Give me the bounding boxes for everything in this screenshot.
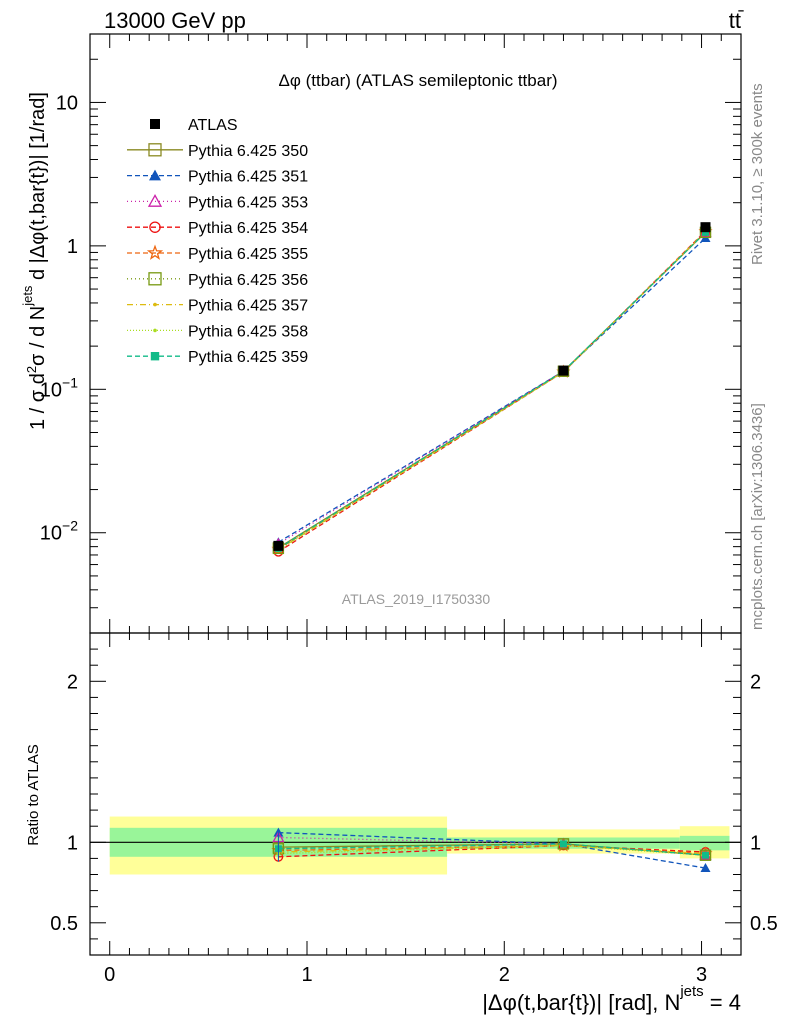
- ratio-y-tick-label-right: 1: [750, 832, 761, 854]
- y-axis-label: 1 / σ d2σ / d Njets d |Δφ(t,bar{t})| [1/…: [20, 92, 49, 430]
- process-label: tt: [729, 8, 741, 33]
- legend-label-3: Pythia 6.425 353: [188, 194, 308, 211]
- ratio-line-8: [278, 843, 706, 856]
- data-point-0: [273, 540, 284, 551]
- y-tick-label: 10: [56, 92, 78, 114]
- rivet-label: Rivet 3.1.10, ≥ 300k events: [749, 83, 766, 265]
- y-tick-label: 10−2: [40, 518, 78, 545]
- y-tick-label: 10−1: [40, 374, 78, 401]
- legend-item-9: Pythia 6.425 359: [127, 349, 308, 366]
- legend-label-1: Pythia 6.425 350: [188, 143, 308, 160]
- ratio-line-3: [278, 844, 706, 858]
- legend-label-7: Pythia 6.425 357: [188, 298, 308, 315]
- legend-item-4: Pythia 6.425 354: [127, 220, 308, 237]
- series-line-0: [278, 231, 706, 549]
- ratio-point-5-2: [699, 849, 712, 861]
- ratio-y-tick-label-left: 0.5: [50, 913, 78, 935]
- ratio-panel-frame: [89, 632, 742, 956]
- legend-label-0: ATLAS: [188, 117, 238, 134]
- data-point-2: [700, 222, 711, 233]
- chart-title: Δφ (ttbar) (ATLAS semileptonic ttbar): [278, 71, 557, 90]
- legend-item-8: Pythia 6.425 358: [127, 323, 308, 340]
- legend-marker-9: [150, 352, 160, 361]
- ratio-y-tick-label-right: 0.5: [750, 913, 778, 935]
- legend-item-5: Pythia 6.425 355: [127, 244, 308, 263]
- data-point-1: [558, 365, 569, 376]
- legend-item-0: ATLAS: [150, 117, 238, 134]
- series-point-8-2: [701, 228, 709, 236]
- legend-marker-4: [149, 221, 161, 233]
- ratio-y-axis-label: Ratio to ATLAS: [25, 744, 42, 845]
- legend: ATLAS Pythia 6.425 350 Pythia 6.425 351 Pyt…: [127, 117, 308, 366]
- legend-item-1: Pythia 6.425 350: [127, 143, 308, 160]
- energy-label: 13000 GeV pp: [104, 8, 246, 33]
- ratio-point-8-2: [701, 851, 709, 859]
- legend-marker-1: [148, 143, 162, 157]
- series-line-8: [278, 231, 706, 549]
- legend-marker-0: [150, 119, 160, 129]
- series-line-1: [278, 237, 706, 543]
- legend-label-6: Pythia 6.425 356: [188, 272, 308, 289]
- legend-marker-5: [146, 244, 164, 260]
- series-line-7: [278, 231, 706, 551]
- legend-item-6: Pythia 6.425 356: [127, 272, 308, 289]
- ratio-point-1-2: [700, 863, 711, 873]
- legend-label-9: Pythia 6.425 359: [188, 349, 308, 366]
- ratio-y-tick-label-right: 2: [750, 671, 761, 693]
- legend-label-4: Pythia 6.425 354: [188, 220, 308, 237]
- series-line-2: [278, 231, 706, 545]
- legend-marker-8: [153, 328, 157, 333]
- x-tick-label: 1: [301, 964, 312, 986]
- main-series-markers: [271, 222, 713, 557]
- x-axis-label: |Δφ(t,bar{t})| [rad], Njets = 4: [482, 983, 741, 1015]
- ratio-y-tick-label-left: 2: [67, 671, 78, 693]
- legend-marker-6: [148, 272, 162, 286]
- legend-item-3: Pythia 6.425 353: [127, 194, 308, 211]
- ratio-band-inner: [679, 835, 730, 851]
- legend-item-7: Pythia 6.425 357: [127, 298, 308, 315]
- legend-label-2: Pythia 6.425 351: [188, 169, 308, 186]
- x-tick-label: 0: [104, 964, 115, 986]
- ratio-series-lines: [271, 827, 713, 873]
- analysis-watermark: ATLAS_2019_I1750330: [342, 591, 491, 607]
- legend-item-2: Pythia 6.425 351: [127, 169, 308, 186]
- mcplots-label: mcplots.cern.ch [arXiv:1306.3436]: [749, 403, 766, 630]
- x-tick-label: 2: [499, 964, 510, 986]
- x-tick-label: 3: [696, 964, 707, 986]
- legend-marker-2: [149, 169, 161, 181]
- main-series-lines: [278, 230, 706, 553]
- axes: 0 1 2 3 10−2 10−1 1 10 0.5 0.5 1 1 2 2: [40, 33, 778, 986]
- ratio-point-8-1: [559, 840, 567, 848]
- legend-label-5: Pythia 6.425 355: [188, 246, 308, 263]
- ratio-y-tick-label-left: 1: [67, 832, 78, 854]
- legend-label-8: Pythia 6.425 358: [188, 323, 308, 340]
- series-line-4: [278, 231, 706, 550]
- series-line-6: [278, 231, 706, 551]
- y-tick-label: 1: [67, 236, 78, 258]
- legend-marker-3: [147, 194, 163, 207]
- series-line-5: [278, 231, 706, 549]
- legend-marker-7: [153, 302, 157, 307]
